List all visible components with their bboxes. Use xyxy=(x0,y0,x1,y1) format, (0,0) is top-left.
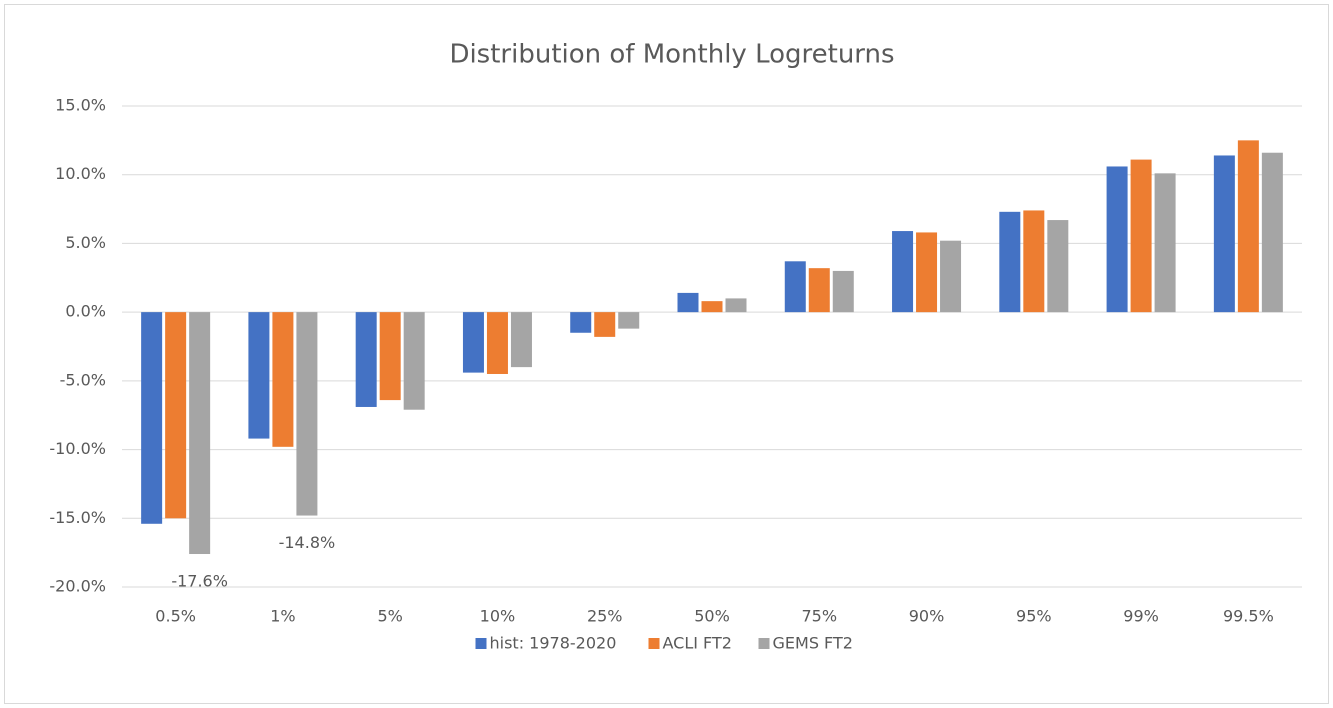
x-tick-label: 75% xyxy=(801,607,837,626)
bar xyxy=(892,231,914,313)
bar xyxy=(677,292,699,313)
x-tick-label: 50% xyxy=(694,607,730,626)
y-tick-label: 0.0% xyxy=(65,302,106,321)
bar xyxy=(999,211,1021,313)
legend-label: GEMS FT2 xyxy=(773,634,853,653)
bar xyxy=(1130,159,1152,313)
legend-swatch xyxy=(758,638,770,649)
y-tick-label: 10.0% xyxy=(55,164,106,183)
bar xyxy=(594,312,616,337)
x-tick-label: 95% xyxy=(1016,607,1052,626)
data-label: -17.6% xyxy=(171,572,228,591)
bar xyxy=(165,312,187,519)
y-tick-label: 15.0% xyxy=(55,96,106,115)
bar xyxy=(1047,220,1069,313)
x-tick-label: 90% xyxy=(909,607,945,626)
legend-swatch xyxy=(475,638,487,649)
bar xyxy=(1261,152,1283,313)
bar xyxy=(570,312,592,333)
legend-label: hist: 1978-2020 xyxy=(490,634,617,653)
x-tick-label: 99% xyxy=(1123,607,1159,626)
bar xyxy=(1213,155,1235,313)
bar xyxy=(618,312,640,329)
bar xyxy=(832,270,854,313)
bar xyxy=(486,312,508,374)
bar xyxy=(189,312,211,555)
bar xyxy=(784,261,806,313)
y-tick-label: 5.0% xyxy=(65,233,106,252)
y-tick-label: -5.0% xyxy=(60,370,106,389)
legend-swatch xyxy=(648,638,660,649)
x-tick-label: 0.5% xyxy=(155,607,196,626)
bar xyxy=(701,301,723,313)
x-tick-label: 99.5% xyxy=(1223,607,1274,626)
bar xyxy=(248,312,270,439)
legend-label: ACLI FT2 xyxy=(663,634,732,653)
bar xyxy=(940,240,962,313)
y-tick-label: -15.0% xyxy=(49,508,106,527)
x-tick-label: 1% xyxy=(270,607,295,626)
bar xyxy=(1237,140,1259,313)
bar xyxy=(272,312,294,447)
bar xyxy=(725,298,747,313)
bar xyxy=(296,312,318,516)
x-tick-label: 5% xyxy=(377,607,402,626)
bar xyxy=(355,312,377,407)
y-tick-label: -20.0% xyxy=(49,577,106,596)
data-label: -14.8% xyxy=(279,533,336,552)
bar xyxy=(1106,166,1128,313)
bar xyxy=(141,312,163,524)
bar xyxy=(1154,173,1176,313)
bar xyxy=(403,312,425,410)
bar xyxy=(1023,210,1045,313)
bar xyxy=(916,232,938,313)
bar xyxy=(510,312,532,368)
y-tick-label: -10.0% xyxy=(49,439,106,458)
chart-title: Distribution of Monthly Logreturns xyxy=(449,40,894,70)
bar xyxy=(462,312,484,373)
bar xyxy=(379,312,401,401)
x-tick-label: 25% xyxy=(587,607,623,626)
bar xyxy=(808,268,830,313)
x-tick-label: 10% xyxy=(480,607,516,626)
